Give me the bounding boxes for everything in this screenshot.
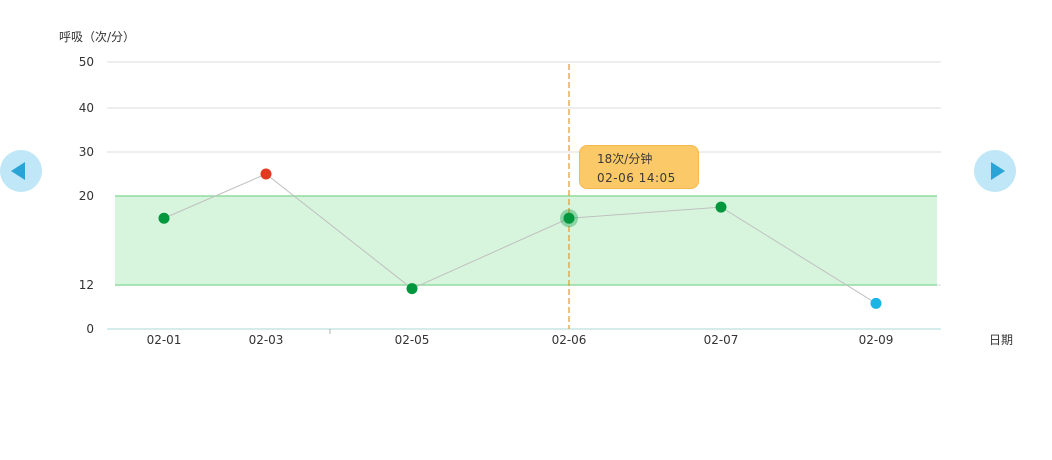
data-point xyxy=(406,283,418,295)
y-tick-label: 50 xyxy=(79,55,94,69)
y-tick-label: 20 xyxy=(79,189,94,203)
normal-range-band xyxy=(115,196,937,285)
y-tick-label: 30 xyxy=(79,145,94,159)
data-point xyxy=(870,297,882,309)
y-tick-label: 12 xyxy=(79,278,94,292)
y-tick-label: 40 xyxy=(79,101,94,115)
x-tick-label: 02-06 xyxy=(552,333,587,347)
x-tick-label: 02-01 xyxy=(147,333,182,347)
x-tick-label: 02-07 xyxy=(704,333,739,347)
triangle-right-icon xyxy=(991,162,1005,180)
next-button[interactable] xyxy=(974,150,1016,192)
prev-button[interactable] xyxy=(0,150,42,192)
x-tick-label: 02-05 xyxy=(395,333,430,347)
x-tick-label: 02-09 xyxy=(859,333,894,347)
data-point xyxy=(563,212,575,224)
triangle-left-icon xyxy=(11,162,25,180)
y-axis-title: 呼吸（次/分） xyxy=(59,30,135,44)
tooltip-time: 02-06 14:05 xyxy=(597,171,676,185)
tooltip: 18次/分钟 02-06 14:05 xyxy=(579,145,699,189)
y-tick-label: 0 xyxy=(86,322,94,336)
x-tick-label: 02-03 xyxy=(249,333,284,347)
data-point xyxy=(158,212,170,224)
x-axis-title: 日期 xyxy=(989,333,1013,347)
series-line xyxy=(163,173,877,304)
data-point xyxy=(260,168,272,180)
tooltip-value: 18次/分钟 xyxy=(597,152,653,166)
data-point xyxy=(715,201,727,213)
